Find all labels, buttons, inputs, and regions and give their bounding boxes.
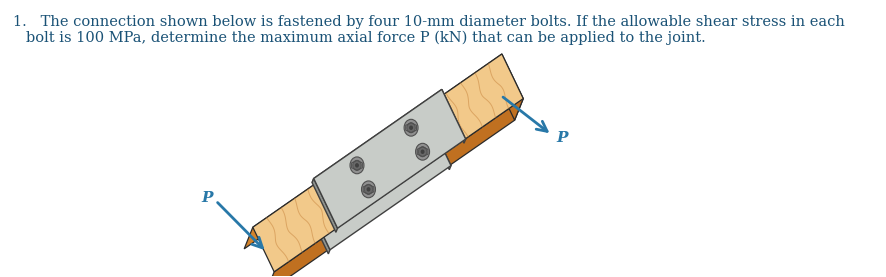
Text: P: P <box>556 131 568 145</box>
Circle shape <box>355 164 358 167</box>
Circle shape <box>421 150 424 153</box>
Polygon shape <box>369 54 501 162</box>
Polygon shape <box>253 141 399 272</box>
Circle shape <box>409 126 412 129</box>
Polygon shape <box>265 185 399 277</box>
Circle shape <box>361 181 375 198</box>
Circle shape <box>407 123 415 133</box>
Text: 1.   The connection shown below is fastened by four 10-mm diameter bolts. If the: 1. The connection shown below is fastene… <box>13 15 843 29</box>
Text: P: P <box>201 191 213 205</box>
Circle shape <box>416 143 429 160</box>
Circle shape <box>353 160 361 170</box>
Polygon shape <box>493 54 523 120</box>
Polygon shape <box>306 119 428 207</box>
Polygon shape <box>312 178 338 232</box>
Circle shape <box>367 188 369 191</box>
Polygon shape <box>377 54 523 185</box>
Circle shape <box>350 157 363 174</box>
Polygon shape <box>314 89 465 228</box>
Polygon shape <box>390 99 523 207</box>
Polygon shape <box>427 119 450 170</box>
Polygon shape <box>312 89 441 183</box>
Polygon shape <box>306 204 330 254</box>
Circle shape <box>364 184 372 194</box>
Polygon shape <box>369 141 399 207</box>
Text: bolt is 100 MPa, determine the maximum axial force P (kN) that can be applied to: bolt is 100 MPa, determine the maximum a… <box>26 31 705 45</box>
Circle shape <box>418 147 426 157</box>
Polygon shape <box>244 141 377 249</box>
Polygon shape <box>307 119 450 250</box>
Circle shape <box>404 119 417 136</box>
Polygon shape <box>439 89 465 143</box>
